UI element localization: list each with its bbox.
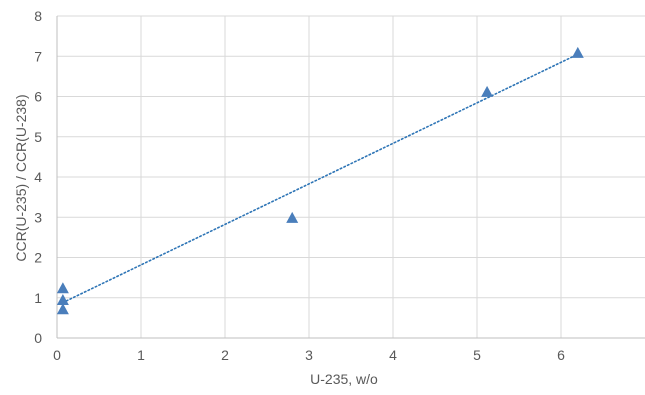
data-point-triangle	[571, 46, 584, 58]
x-tick-label: 2	[221, 347, 229, 363]
data-points	[56, 46, 584, 315]
y-tick-label: 1	[34, 290, 42, 306]
y-tick-label: 5	[34, 129, 42, 145]
x-tick-label: 5	[473, 347, 481, 363]
y-tick-label: 8	[34, 8, 42, 24]
data-point-triangle	[481, 85, 494, 97]
y-tick-label: 4	[34, 169, 42, 185]
y-tick-label: 0	[34, 330, 42, 346]
y-tick-label: 6	[34, 89, 42, 105]
data-point-triangle	[56, 303, 69, 315]
tick-labels: 0 1 2 3 4 5 6 7 8 0 1 2 3 4 5 6	[34, 8, 565, 363]
x-tick-label: 0	[53, 347, 61, 363]
x-tick-label: 1	[137, 347, 145, 363]
y-tick-label: 7	[34, 48, 42, 64]
y-axis-title: CCR(U-235) / CCR(U-238)	[13, 94, 29, 261]
trendline-layer	[62, 53, 579, 304]
axes	[56, 16, 645, 339]
data-point-triangle	[286, 211, 299, 223]
y-tick-label: 2	[34, 250, 42, 266]
y-tick-label: 3	[34, 209, 42, 225]
data-point-triangle	[56, 282, 69, 294]
x-axis-title: U-235, w/o	[310, 371, 378, 387]
x-tick-label: 3	[305, 347, 313, 363]
x-tick-label: 4	[389, 347, 397, 363]
x-tick-label: 6	[557, 347, 565, 363]
gridlines	[57, 15, 645, 338]
trendline	[62, 53, 579, 304]
data-point-triangle	[56, 293, 69, 305]
